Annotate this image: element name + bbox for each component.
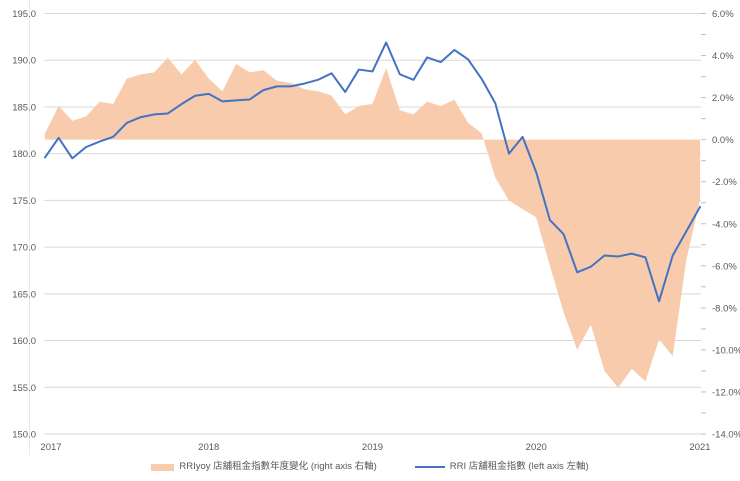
left-axis-tick-label: 155.0 xyxy=(12,383,36,394)
left-axis-tick-label: 175.0 xyxy=(12,196,36,207)
right-axis-tick-label: 4.0% xyxy=(712,51,734,62)
x-axis-year-label: 2019 xyxy=(362,442,383,453)
left-axis-tick-label: 195.0 xyxy=(12,9,36,20)
right-axis-tick-label: -2.0% xyxy=(712,177,737,188)
right-axis-tick-label: -10.0% xyxy=(712,345,740,356)
right-axis-tick-label: -12.0% xyxy=(712,387,740,398)
x-axis-year-label: 2021 xyxy=(689,442,710,453)
left-axis-tick-label: 160.0 xyxy=(12,336,36,347)
left-axis-tick-label: 150.0 xyxy=(12,430,36,441)
chart-legend: RRIyoy 店舖租金指數年度變化 (right axis 右軸) RRI 店舖… xyxy=(0,457,740,477)
x-axis-year-label: 2020 xyxy=(526,442,547,453)
legend-item-yoy-area[interactable]: RRIyoy 店舖租金指數年度變化 (right axis 右軸) xyxy=(151,461,377,473)
x-axis-year-label: 2017 xyxy=(40,442,61,453)
x-axis-year-label: 2018 xyxy=(198,442,219,453)
yoy-area-swatch-icon xyxy=(151,463,175,471)
left-axis-tick-label: 170.0 xyxy=(12,243,36,254)
right-axis-tick-label: -6.0% xyxy=(712,261,737,272)
right-axis-tick-label: -8.0% xyxy=(712,303,737,314)
right-axis-tick-label: 0.0% xyxy=(712,135,734,146)
left-axis-tick-label: 185.0 xyxy=(12,102,36,113)
left-axis-tick-label: 190.0 xyxy=(12,56,36,67)
chart-plot-area: 195.0 190.0 185.0 180.0 175.0 170.0 165.0 160.0… xyxy=(12,0,740,455)
right-axis-tick-label: -14.0% xyxy=(712,430,740,441)
legend-label-yoy: RRIyoy 店舖租金指數年度變化 (right axis 右軸) xyxy=(179,461,377,473)
yoy-area-series xyxy=(45,57,700,388)
left-axis-tick-label: 165.0 xyxy=(12,289,36,300)
right-axis-tick-label: 2.0% xyxy=(712,93,734,104)
rri-line-swatch-icon xyxy=(414,466,445,468)
left-axis-tick-label: 180.0 xyxy=(12,149,36,160)
right-axis-tick-label: -4.0% xyxy=(712,219,737,230)
legend-label-rri: RRI 店舖租金指數 (left axis 左軸) xyxy=(449,461,589,473)
rri-line-series xyxy=(44,41,701,303)
right-axis-tick-label: 6.0% xyxy=(712,9,734,20)
legend-item-rri-line[interactable]: RRI 店舖租金指數 (left axis 左軸) xyxy=(414,461,589,473)
